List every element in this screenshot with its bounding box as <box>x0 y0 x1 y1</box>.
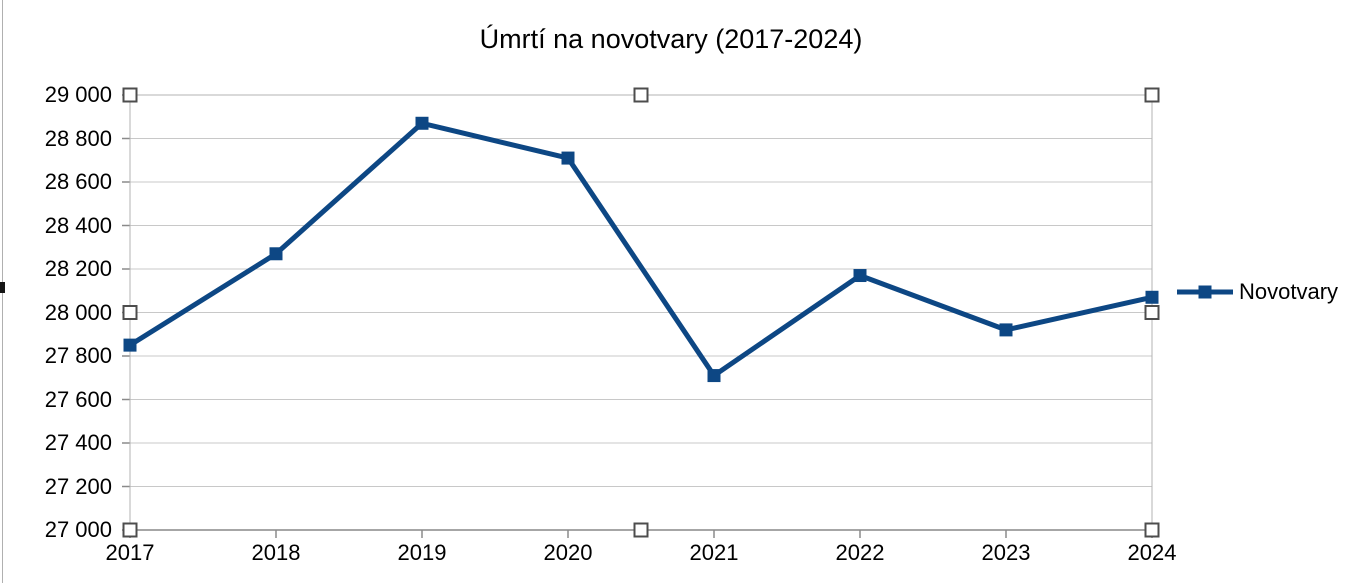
selection-handle[interactable] <box>1144 522 1160 538</box>
data-point-marker[interactable] <box>707 369 721 383</box>
selection-handle[interactable] <box>1144 305 1160 320</box>
x-axis-label: 2018 <box>251 540 301 565</box>
y-axis-label: 28 600 <box>44 169 112 194</box>
data-point-marker[interactable] <box>1145 290 1159 304</box>
y-axis-label: 29 000 <box>44 82 112 107</box>
legend-sample-marker[interactable] <box>1198 285 1212 299</box>
y-axis-label: 27 800 <box>44 343 112 368</box>
x-axis-label: 2019 <box>397 540 447 565</box>
selection-handle[interactable] <box>122 305 138 320</box>
data-point-marker[interactable] <box>269 247 283 261</box>
y-axis-label: 27 600 <box>44 386 112 412</box>
x-axis-label: 2021 <box>689 540 739 565</box>
y-axis-label: 27 200 <box>44 473 112 499</box>
x-axis-label: 2023 <box>981 540 1031 565</box>
y-axis-label: 27 400 <box>44 430 112 455</box>
y-axis-label: 28 000 <box>44 299 112 325</box>
x-axis-label: 2024 <box>1127 540 1177 565</box>
data-point-marker[interactable] <box>561 151 575 165</box>
chart-frame-resize-handle-left[interactable] <box>0 282 5 293</box>
x-axis-label: 2022 <box>835 540 885 565</box>
x-axis-label: 2020 <box>543 540 593 565</box>
series-line[interactable] <box>128 120 1153 379</box>
data-point-marker[interactable] <box>999 323 1013 337</box>
selection-handle[interactable] <box>1144 87 1160 103</box>
data-point-marker[interactable] <box>853 269 867 283</box>
x-axis-label: 2017 <box>105 540 155 565</box>
y-axis-label: 27 000 <box>44 517 112 542</box>
y-axis-label: 28 400 <box>44 212 112 238</box>
legend-label[interactable]: Novotvary <box>1239 279 1339 304</box>
selection-handle[interactable] <box>633 87 649 103</box>
data-point-marker[interactable] <box>123 338 137 352</box>
chart-title[interactable]: Úmrtí na novotvary (2017-2024) <box>479 24 863 54</box>
y-axis-label: 28 800 <box>44 125 112 151</box>
selection-handle[interactable] <box>633 522 649 538</box>
data-point-marker[interactable] <box>415 116 429 130</box>
y-axis-label: 28 200 <box>44 256 112 281</box>
selection-handle[interactable] <box>122 87 138 103</box>
selection-handle[interactable] <box>122 522 138 538</box>
